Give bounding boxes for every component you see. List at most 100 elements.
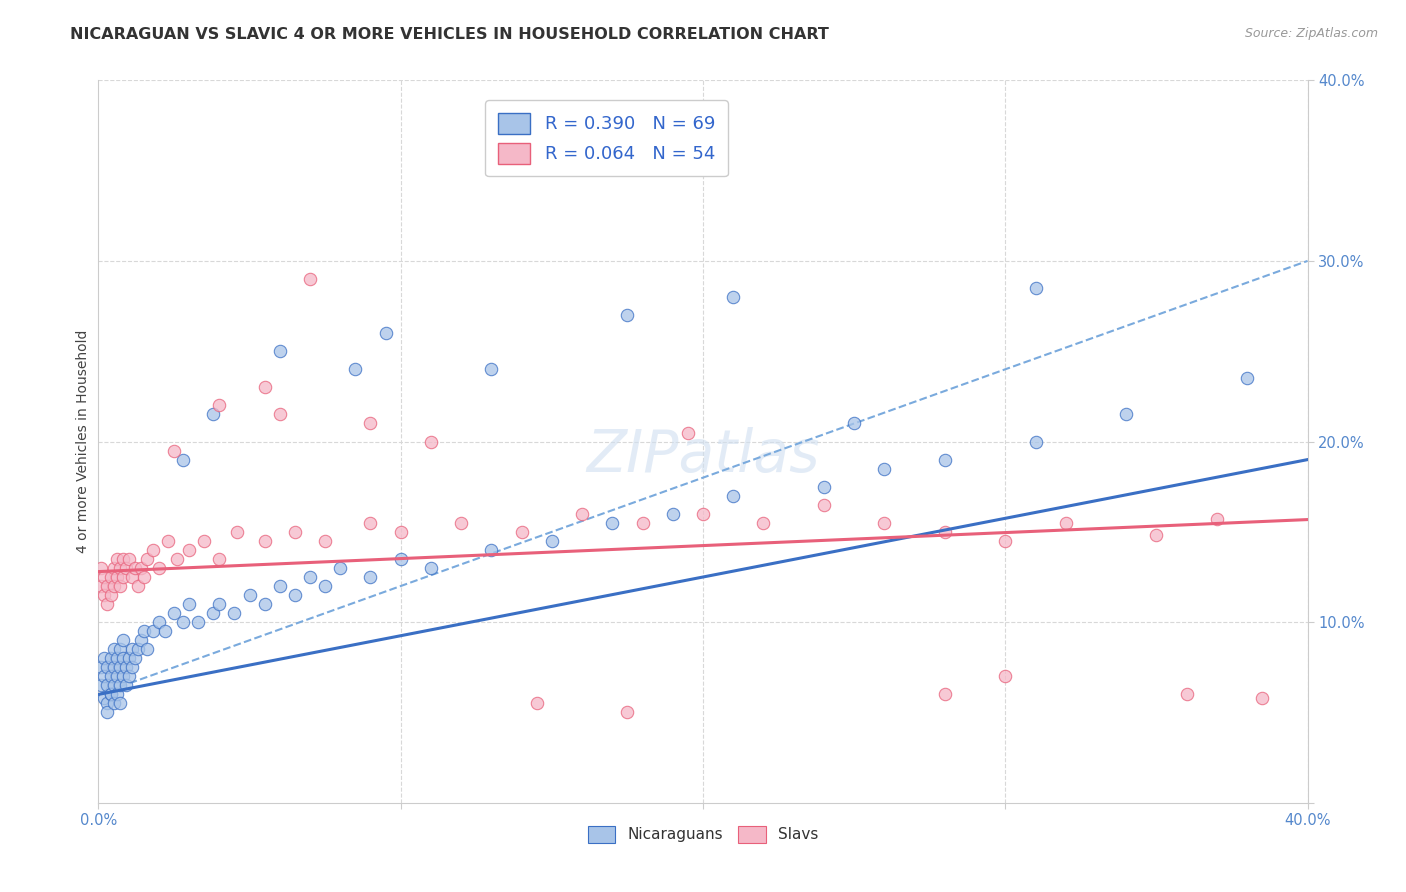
Point [114, 561, 136, 575]
Point [813, 498, 835, 512]
Point [1024, 434, 1046, 449]
Point [100, 669, 122, 683]
Point [90, 678, 112, 692]
Point [135, 552, 157, 566]
Point [90, 660, 112, 674]
Point [1236, 371, 1258, 385]
Point [284, 524, 307, 539]
Text: ZIPatlas: ZIPatlas [586, 427, 820, 484]
Point [179, 597, 201, 611]
Point [631, 516, 654, 530]
Point [166, 552, 188, 566]
Point [202, 408, 225, 422]
Point [108, 642, 131, 657]
Point [193, 533, 215, 548]
Point [208, 398, 231, 412]
Point [108, 697, 131, 711]
Point [269, 344, 291, 359]
Point [172, 615, 194, 630]
Point [1024, 281, 1046, 295]
Legend: Nicaraguans, Slavs: Nicaraguans, Slavs [582, 820, 824, 849]
Point [108, 579, 131, 593]
Point [108, 660, 131, 674]
Point [114, 660, 136, 674]
Point [142, 624, 165, 639]
Point [723, 489, 745, 503]
Point [723, 290, 745, 304]
Point [105, 669, 128, 683]
Point [299, 272, 322, 286]
Point [111, 651, 134, 665]
Point [100, 651, 122, 665]
Point [284, 588, 307, 602]
Point [148, 561, 170, 575]
Point [1115, 408, 1137, 422]
Point [450, 516, 472, 530]
Point [934, 452, 956, 467]
Point [156, 533, 179, 548]
Point [96, 660, 118, 674]
Point [526, 697, 548, 711]
Point [118, 552, 141, 566]
Point [389, 552, 412, 566]
Point [208, 597, 231, 611]
Point [163, 606, 186, 620]
Point [105, 552, 128, 566]
Point [148, 615, 170, 630]
Point [1206, 512, 1229, 526]
Point [314, 533, 336, 548]
Point [96, 597, 118, 611]
Point [127, 642, 149, 657]
Point [873, 461, 896, 475]
Point [100, 588, 122, 602]
Point [226, 524, 249, 539]
Point [269, 579, 291, 593]
Point [96, 678, 118, 692]
Point [844, 417, 866, 431]
Point [374, 326, 396, 340]
Point [481, 362, 503, 376]
Point [103, 579, 125, 593]
Point [571, 507, 593, 521]
Point [100, 570, 122, 584]
Point [202, 606, 225, 620]
Text: NICARAGUAN VS SLAVIC 4 OR MORE VEHICLES IN HOUSEHOLD CORRELATION CHART: NICARAGUAN VS SLAVIC 4 OR MORE VEHICLES … [70, 27, 830, 42]
Point [142, 542, 165, 557]
Point [96, 579, 118, 593]
Point [179, 542, 201, 557]
Point [90, 561, 112, 575]
Point [873, 516, 896, 530]
Point [616, 706, 638, 720]
Point [676, 425, 699, 440]
Point [692, 507, 714, 521]
Point [163, 443, 186, 458]
Point [187, 615, 209, 630]
Point [1175, 687, 1198, 701]
Point [510, 524, 533, 539]
Point [100, 687, 122, 701]
Point [121, 660, 143, 674]
Point [314, 579, 336, 593]
Point [253, 533, 276, 548]
Point [105, 651, 128, 665]
Point [172, 452, 194, 467]
Point [111, 669, 134, 683]
Point [135, 642, 157, 657]
Point [132, 570, 155, 584]
Point [299, 570, 322, 584]
Point [132, 624, 155, 639]
Point [93, 669, 115, 683]
Point [661, 507, 683, 521]
Point [100, 687, 122, 701]
Point [93, 651, 115, 665]
Point [813, 480, 835, 494]
Point [111, 570, 134, 584]
Point [127, 579, 149, 593]
Point [1054, 516, 1077, 530]
Point [103, 660, 125, 674]
Point [934, 524, 956, 539]
Point [269, 408, 291, 422]
Point [111, 552, 134, 566]
Point [121, 642, 143, 657]
Point [934, 687, 956, 701]
